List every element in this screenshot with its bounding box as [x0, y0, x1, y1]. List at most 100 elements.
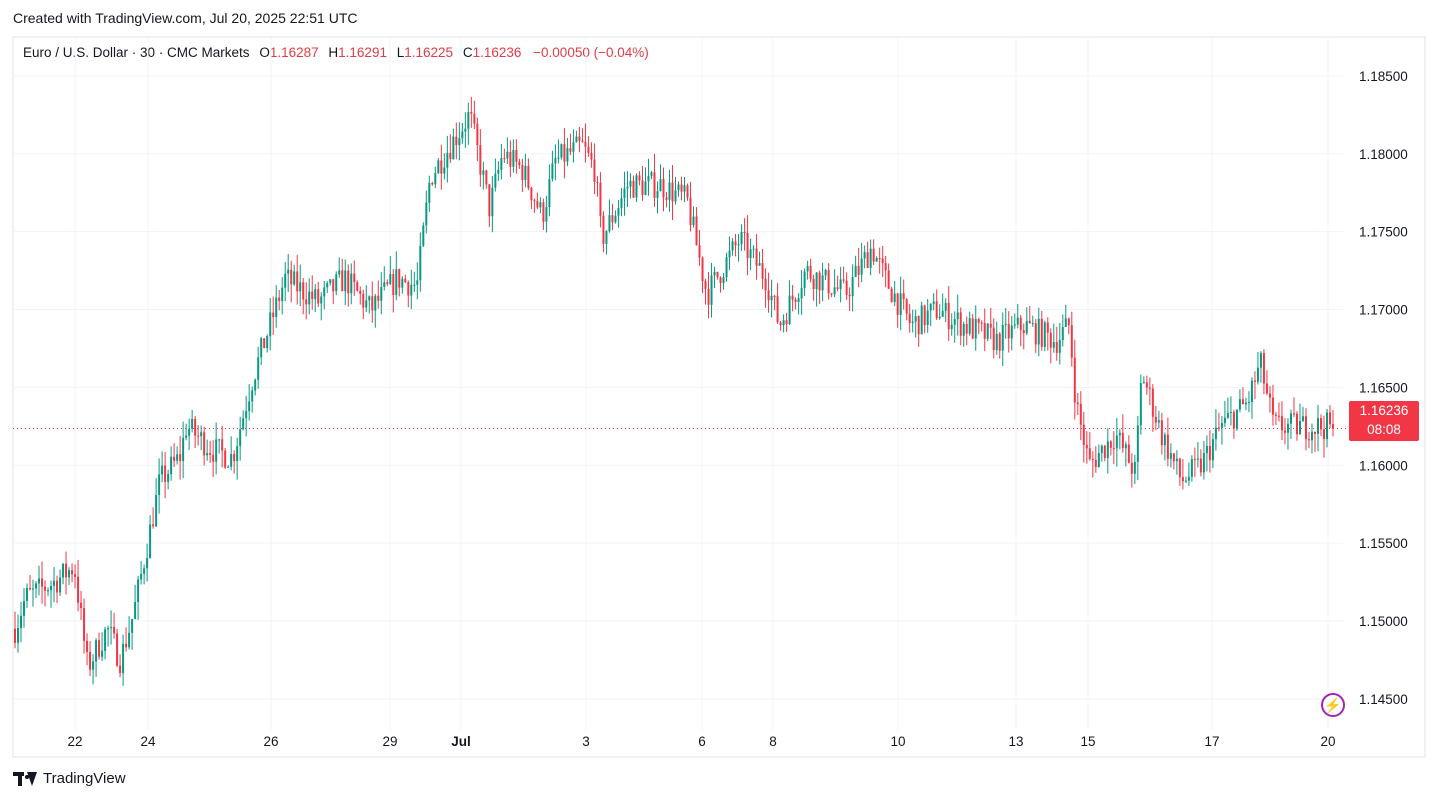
- candle-body: [344, 270, 347, 292]
- candle-body: [1112, 447, 1115, 449]
- candle-body: [320, 296, 323, 304]
- candle-body: [392, 274, 395, 295]
- candle-body: [1166, 434, 1169, 459]
- footer-brand: TradingView: [13, 770, 126, 787]
- candle-body: [1205, 445, 1208, 454]
- candle-body: [407, 282, 410, 296]
- candle-body: [74, 574, 77, 577]
- candle-body: [749, 249, 752, 259]
- y-tick-label: 1.15000: [1359, 614, 1408, 629]
- candle-body: [461, 131, 464, 139]
- candle-body: [1160, 420, 1163, 446]
- candle-body: [269, 312, 272, 337]
- candle-body: [947, 302, 950, 330]
- candle-body: [929, 303, 932, 311]
- candle-body: [758, 263, 761, 266]
- candle-body: [158, 474, 161, 496]
- candle-body: [719, 277, 722, 283]
- candle-body: [1332, 424, 1334, 429]
- candle-body: [611, 215, 614, 223]
- candle-body: [1151, 388, 1154, 417]
- candle-body: [200, 432, 203, 437]
- candle-body: [950, 324, 953, 330]
- candle-body: [302, 282, 305, 300]
- candle-body: [1091, 458, 1094, 460]
- candle-body: [107, 628, 110, 630]
- candle-body: [587, 146, 590, 153]
- x-tick-label: 15: [1080, 734, 1095, 749]
- tradingview-logo-icon: [13, 771, 37, 786]
- candle-body: [1202, 453, 1205, 473]
- low-label: L: [396, 45, 405, 60]
- candle-body: [482, 170, 485, 175]
- candle-body: [1058, 340, 1061, 353]
- candle-body: [230, 454, 233, 467]
- candle-body: [32, 588, 35, 590]
- candle-body: [827, 269, 830, 294]
- candle-body: [698, 245, 701, 258]
- candle-body: [1139, 383, 1142, 426]
- candle-body: [752, 248, 755, 250]
- candle-body: [737, 244, 740, 246]
- candle-body: [701, 257, 704, 282]
- candle-body: [1325, 412, 1328, 440]
- candle-body: [578, 136, 581, 141]
- candle-body: [1259, 353, 1262, 368]
- last-price-tag: 1.16236 08:08: [1349, 401, 1419, 441]
- lightning-bolt-icon[interactable]: ⚡: [1321, 693, 1345, 717]
- candle-body: [44, 586, 47, 591]
- candle-body: [1157, 420, 1160, 423]
- candle-body: [266, 336, 269, 349]
- x-tick-label: 24: [140, 734, 156, 749]
- candle-body: [965, 323, 968, 334]
- candle-body: [1328, 412, 1331, 425]
- y-tick-label: 1.16500: [1359, 380, 1408, 395]
- candle-body: [1052, 342, 1055, 348]
- candle-body: [1301, 416, 1304, 421]
- candle-body: [638, 175, 641, 181]
- candle-body: [776, 296, 779, 323]
- candle-body: [1184, 480, 1187, 482]
- candle-body: [263, 338, 266, 349]
- candle-body: [17, 628, 20, 643]
- candle-body: [26, 587, 29, 601]
- y-tick-label: 1.18500: [1359, 69, 1408, 84]
- candle-body: [896, 293, 899, 315]
- candle-body: [695, 216, 698, 246]
- candle-body: [341, 270, 344, 292]
- candle-body: [1130, 462, 1133, 474]
- candle-body: [1250, 380, 1253, 402]
- candle-body: [101, 650, 104, 657]
- candle-body: [233, 454, 236, 462]
- candle-body: [1055, 342, 1058, 353]
- close-value: 1.16236: [472, 45, 522, 60]
- candle-body: [935, 301, 938, 319]
- candle-body: [665, 197, 668, 200]
- candle-body: [149, 524, 152, 559]
- candle-body: [245, 411, 248, 419]
- y-tick-label: 1.16000: [1359, 458, 1408, 473]
- candle-body: [1310, 431, 1313, 441]
- bar-countdown: 08:08: [1367, 422, 1401, 437]
- candle-body: [389, 274, 392, 284]
- candle-body: [869, 248, 872, 269]
- candle-body: [278, 297, 281, 302]
- candle-body: [1127, 444, 1130, 463]
- candle-body: [1265, 383, 1268, 394]
- candle-body: [38, 578, 41, 584]
- candle-body: [116, 633, 119, 666]
- candle-body: [851, 277, 854, 297]
- candle-body: [14, 628, 16, 643]
- candle-body: [299, 282, 302, 292]
- candle-body: [1100, 445, 1103, 454]
- x-tick-label: 29: [382, 734, 397, 749]
- x-tick-label: 3: [582, 734, 590, 749]
- candle-body: [215, 439, 218, 462]
- candle-body: [1004, 323, 1007, 325]
- candle-body: [692, 216, 695, 226]
- candle-body: [431, 182, 434, 185]
- candle-body: [1094, 459, 1097, 467]
- candle-body: [1181, 477, 1184, 482]
- symbol-label[interactable]: Euro / U.S. Dollar · 30 · CMC Markets: [23, 45, 250, 60]
